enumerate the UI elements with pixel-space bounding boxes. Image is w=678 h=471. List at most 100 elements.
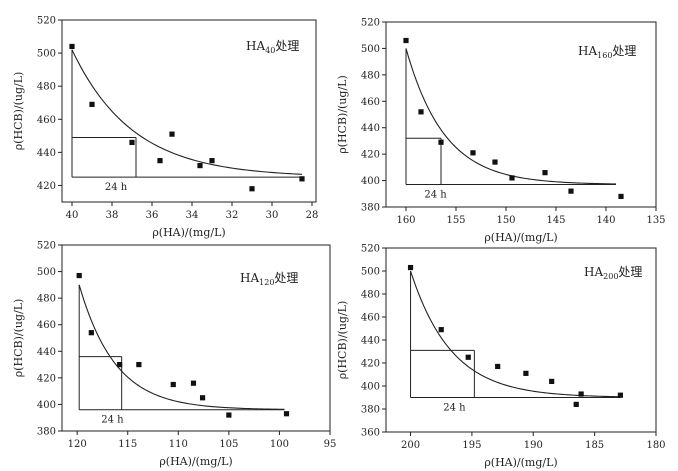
panel-label-main: HA	[578, 44, 597, 58]
panel-ha200: 200 195 190 185 180 360 380 400 420 440 460 480 500 5…	[336, 244, 666, 470]
x-tick-label: 115	[118, 439, 137, 450]
data-point	[492, 159, 498, 165]
y-tick-label: 460	[37, 320, 56, 331]
y-tick-label: 520	[361, 244, 380, 255]
panel-label-suffix: 处理	[274, 271, 298, 285]
data-point	[495, 363, 501, 370]
x-tick-label: 100	[270, 439, 289, 450]
plot-frame	[61, 244, 331, 432]
y-tick-label: 440	[361, 336, 380, 347]
data-point	[157, 158, 163, 164]
data-point	[549, 378, 555, 384]
annotation-24h: 24 h	[105, 182, 128, 193]
y-tick-label: 480	[37, 294, 56, 305]
x-tick-label: 36	[146, 210, 159, 221]
x-tick-label: 120	[68, 439, 87, 450]
panel-label: HA160处理	[578, 44, 636, 60]
annotation-24h: 24 h	[101, 415, 124, 426]
panel-label-sub: 40	[265, 46, 275, 55]
data-point	[226, 412, 232, 418]
x-axis-label: ρ(HA)/(mg/L)	[159, 455, 232, 468]
data-point	[89, 101, 95, 107]
x-tick-label: 32	[226, 210, 239, 221]
x-axis-label: ρ(HA)/(mg/L)	[484, 456, 557, 469]
y-tick-label: 480	[37, 82, 56, 93]
annotation-24h: 24 h	[424, 190, 447, 201]
y-tick-label: 500	[361, 44, 380, 55]
data-point	[209, 158, 215, 164]
panel-ha120: 120 115 110 105 100 95 380 400 420 440 460 480 500 52…	[12, 241, 336, 469]
y-tick-label: 400	[361, 176, 380, 187]
data-point	[438, 139, 444, 145]
y-tick-label: 380	[361, 405, 380, 416]
panel-label-main: HA	[584, 265, 603, 279]
data-point	[199, 395, 206, 401]
x-axis-label: ρ(HA)/(mg/L)	[152, 226, 225, 239]
y-tick-label: 420	[37, 181, 56, 192]
panel-label-sub: 120	[259, 278, 274, 287]
y-tick-label: 480	[361, 70, 380, 81]
x-tick-label: 38	[106, 210, 119, 221]
panel-label-main: HA	[246, 39, 265, 53]
panel-label: HA120处理	[240, 271, 298, 287]
y-tick-label: 520	[37, 241, 56, 252]
panel-label-sub: 160	[597, 51, 612, 60]
data-point	[136, 361, 142, 368]
y-axis-label: ρ(HCB)/(ug/L)	[336, 75, 349, 154]
data-point	[69, 43, 75, 50]
y-tick-label: 520	[37, 16, 56, 27]
data-point	[578, 391, 584, 397]
y-tick-label: 380	[37, 427, 56, 438]
x-tick-label: 95	[324, 439, 337, 450]
panel-ha40: 40 38 36 34 32 30 28 420 440 460 480 500 520 ρ(HA)/(m…	[12, 16, 318, 240]
y-tick-label: 460	[37, 115, 56, 126]
data-point	[283, 411, 290, 417]
y-tick-label: 500	[361, 267, 380, 278]
data-point	[129, 139, 135, 146]
y-axis-label: ρ(HCB)/(ug/L)	[12, 72, 25, 151]
data-point	[509, 175, 515, 181]
y-tick-label: 380	[361, 203, 380, 214]
y-axis-label: ρ(HCB)/(ug/L)	[336, 301, 349, 380]
y-tick-label: 460	[361, 97, 380, 108]
y-tick-label: 440	[37, 347, 56, 358]
x-tick-label: 30	[266, 210, 279, 221]
data-point	[76, 272, 82, 279]
x-tick-label: 145	[546, 215, 565, 226]
x-tick-label: 200	[401, 440, 420, 451]
data-point	[618, 193, 624, 200]
data-point	[249, 186, 255, 192]
y-tick-label: 520	[361, 18, 380, 29]
data-point	[88, 330, 94, 336]
y-tick-label: 500	[37, 49, 56, 60]
y-tick-label: 500	[37, 267, 56, 278]
data-point	[169, 131, 175, 137]
data-point	[403, 37, 409, 44]
fit-curve	[405, 48, 617, 185]
panel-label-suffix: 处理	[618, 265, 642, 279]
y-tick-label: 440	[37, 148, 56, 159]
x-tick-label: 110	[169, 439, 188, 450]
x-tick-label: 195	[462, 440, 481, 451]
panel-label-main: HA	[240, 271, 259, 285]
panel-label: HA200处理	[584, 265, 642, 281]
x-tick-label: 160	[396, 215, 415, 226]
fit-curve	[410, 270, 621, 398]
y-tick-label: 420	[361, 150, 380, 161]
panel-label-sub: 200	[603, 272, 618, 281]
y-tick-label: 420	[361, 359, 380, 370]
data-point	[407, 264, 414, 271]
panel-label: HA40处理	[246, 39, 299, 55]
data-point	[170, 381, 176, 388]
x-tick-label: 135	[646, 215, 665, 226]
panel-label-suffix: 处理	[275, 39, 299, 53]
data-point	[465, 354, 471, 360]
data-point	[568, 188, 574, 194]
data-point	[542, 170, 548, 176]
data-point	[470, 150, 476, 156]
y-tick-label: 420	[37, 373, 56, 384]
y-tick-label: 460	[361, 313, 380, 324]
data-point	[299, 176, 305, 182]
x-tick-label: 40	[66, 210, 79, 221]
